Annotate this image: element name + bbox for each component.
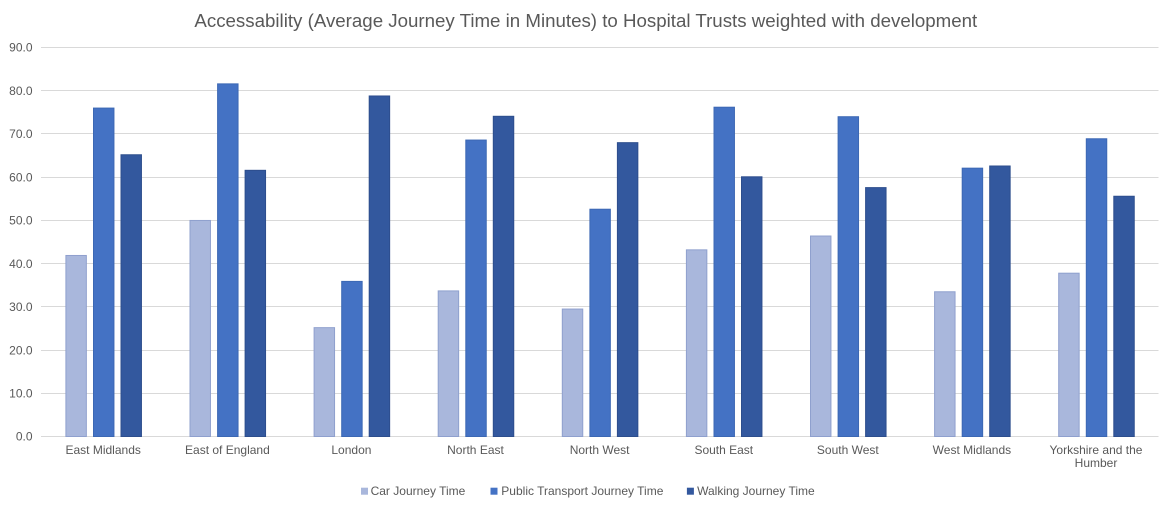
svg-text:Public Transport Journey Time: Public Transport Journey Time — [501, 484, 663, 498]
svg-text:Yorkshire and the: Yorkshire and the — [1050, 443, 1143, 457]
svg-text:Humber: Humber — [1075, 456, 1118, 470]
svg-text:Car Journey Time: Car Journey Time — [371, 484, 466, 498]
svg-text:Walking Journey Time: Walking Journey Time — [697, 484, 815, 498]
svg-text:West Midlands: West Midlands — [933, 443, 1011, 457]
svg-text:South East: South East — [694, 443, 753, 457]
svg-text:East of England: East of England — [185, 443, 270, 457]
svg-text:70.0: 70.0 — [9, 127, 33, 141]
svg-text:North West: North West — [570, 443, 630, 457]
svg-text:East Midlands: East Midlands — [66, 443, 141, 457]
svg-text:60.0: 60.0 — [9, 170, 33, 184]
svg-text:London: London — [331, 443, 371, 457]
svg-text:90.0: 90.0 — [9, 41, 33, 55]
svg-text:South West: South West — [817, 443, 879, 457]
svg-text:10.0: 10.0 — [9, 387, 33, 401]
svg-text:0.0: 0.0 — [16, 430, 33, 444]
svg-text:50.0: 50.0 — [9, 214, 33, 228]
svg-text:North East: North East — [447, 443, 504, 457]
svg-text:Accessability (Average Journey: Accessability (Average Journey Time in M… — [194, 10, 978, 31]
svg-text:40.0: 40.0 — [9, 257, 33, 271]
svg-text:20.0: 20.0 — [9, 343, 33, 357]
svg-text:80.0: 80.0 — [9, 84, 33, 98]
svg-text:30.0: 30.0 — [9, 300, 33, 314]
